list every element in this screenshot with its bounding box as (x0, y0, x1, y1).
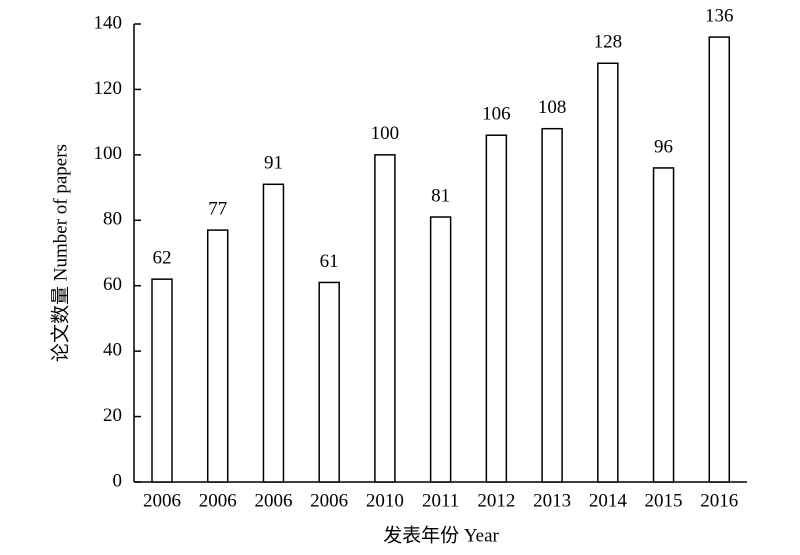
y-tick-label: 80 (103, 209, 122, 230)
x-tick-label: 2006 (143, 490, 181, 511)
y-tick-label: 20 (103, 405, 122, 426)
bar (262, 183, 285, 483)
x-tick-label: 2010 (366, 490, 404, 511)
data-label: 77 (208, 198, 227, 219)
x-tick-label: 2006 (199, 490, 237, 511)
x-tick-label: 2011 (422, 490, 459, 511)
x-axis-label: 发表年份 Year (383, 524, 499, 546)
y-tick-label: 120 (94, 78, 123, 99)
data-label: 106 (482, 104, 511, 125)
data-label: 108 (538, 97, 567, 118)
bar (318, 281, 340, 483)
data-label: 136 (705, 5, 734, 26)
bar (429, 216, 452, 483)
y-tick-label: 60 (103, 274, 122, 295)
bar (151, 278, 173, 483)
x-tick-label: 2013 (533, 490, 571, 511)
data-label: 61 (320, 251, 339, 272)
data-label: 62 (153, 248, 172, 269)
data-label: 91 (264, 153, 283, 174)
y-axis-label: 论文数量 Number of papers (49, 144, 71, 362)
bar (652, 167, 675, 483)
bar (708, 36, 731, 483)
x-tick-label: 2006 (310, 490, 348, 511)
data-label: 81 (431, 185, 450, 206)
data-label: 128 (594, 32, 623, 53)
data-label: 96 (654, 136, 673, 157)
x-tick-label: 2016 (700, 490, 738, 511)
bar (541, 127, 563, 483)
bar (206, 229, 229, 483)
bar (597, 62, 619, 483)
x-tick-label: 2012 (477, 490, 515, 511)
bar (485, 134, 508, 483)
x-tick-label: 2006 (254, 490, 292, 511)
x-tick-label: 2015 (645, 490, 683, 511)
y-tick-label: 140 (94, 12, 123, 33)
bar (374, 154, 396, 483)
data-label: 100 (371, 123, 400, 144)
y-tick-label: 0 (113, 470, 123, 491)
y-tick-label: 40 (103, 340, 122, 361)
x-tick-label: 2014 (589, 490, 628, 511)
y-tick-label: 100 (94, 143, 123, 164)
